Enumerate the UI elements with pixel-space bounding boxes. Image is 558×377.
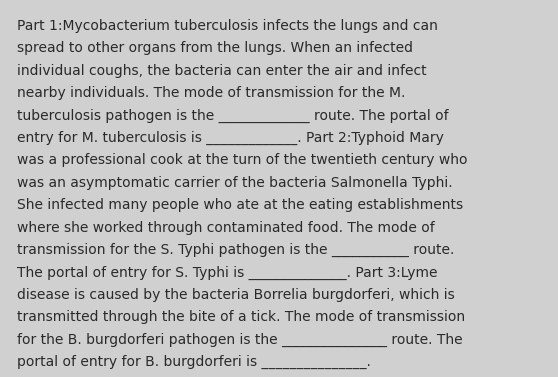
Text: transmission for the S. Typhi pathogen is the ___________ route.: transmission for the S. Typhi pathogen i… bbox=[17, 243, 454, 257]
Text: nearby individuals. The mode of transmission for the M.: nearby individuals. The mode of transmis… bbox=[17, 86, 405, 100]
Text: She infected many people who ate at the eating establishments: She infected many people who ate at the … bbox=[17, 198, 463, 212]
Text: Part 1:Mycobacterium tuberculosis infects the lungs and can: Part 1:Mycobacterium tuberculosis infect… bbox=[17, 19, 437, 33]
Text: disease is caused by the bacteria Borrelia burgdorferi, which is: disease is caused by the bacteria Borrel… bbox=[17, 288, 454, 302]
Text: for the B. burgdorferi pathogen is the _______________ route. The: for the B. burgdorferi pathogen is the _… bbox=[17, 333, 463, 347]
Text: spread to other organs from the lungs. When an infected: spread to other organs from the lungs. W… bbox=[17, 41, 413, 55]
Text: tuberculosis pathogen is the _____________ route. The portal of: tuberculosis pathogen is the ___________… bbox=[17, 109, 449, 123]
Text: where she worked through contaminated food. The mode of: where she worked through contaminated fo… bbox=[17, 221, 435, 235]
Text: portal of entry for B. burgdorferi is _______________.: portal of entry for B. burgdorferi is __… bbox=[17, 355, 371, 369]
Text: transmitted through the bite of a tick. The mode of transmission: transmitted through the bite of a tick. … bbox=[17, 311, 465, 325]
Text: entry for M. tuberculosis is _____________. Part 2:Typhoid Mary: entry for M. tuberculosis is ___________… bbox=[17, 131, 444, 145]
Text: was a professional cook at the turn of the twentieth century who: was a professional cook at the turn of t… bbox=[17, 153, 467, 167]
Text: individual coughs, the bacteria can enter the air and infect: individual coughs, the bacteria can ente… bbox=[17, 64, 426, 78]
Text: was an asymptomatic carrier of the bacteria Salmonella Typhi.: was an asymptomatic carrier of the bacte… bbox=[17, 176, 453, 190]
Text: The portal of entry for S. Typhi is ______________. Part 3:Lyme: The portal of entry for S. Typhi is ____… bbox=[17, 265, 437, 280]
